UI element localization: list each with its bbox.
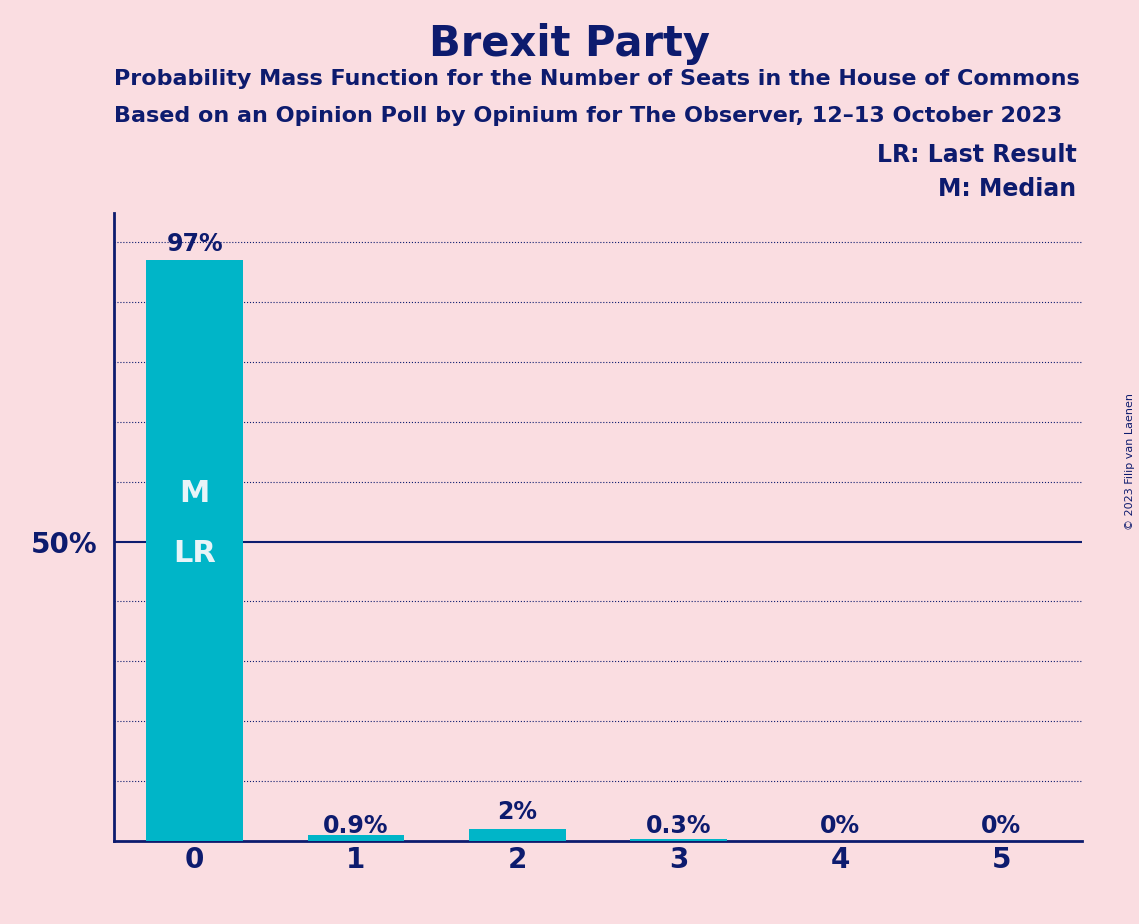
Bar xyxy=(630,839,727,841)
Bar xyxy=(469,829,566,841)
Text: Probability Mass Function for the Number of Seats in the House of Commons: Probability Mass Function for the Number… xyxy=(114,69,1080,90)
Text: 2%: 2% xyxy=(498,800,538,824)
Text: 0.9%: 0.9% xyxy=(323,814,388,838)
Text: Brexit Party: Brexit Party xyxy=(429,23,710,65)
Bar xyxy=(308,835,404,841)
Text: M: Median: M: Median xyxy=(939,177,1076,201)
Text: 0%: 0% xyxy=(982,814,1022,838)
Text: 0.3%: 0.3% xyxy=(646,814,712,838)
Text: © 2023 Filip van Laenen: © 2023 Filip van Laenen xyxy=(1125,394,1134,530)
Text: LR: Last Result: LR: Last Result xyxy=(877,143,1076,167)
Bar xyxy=(146,261,243,841)
Text: LR: LR xyxy=(173,539,216,568)
Text: 0%: 0% xyxy=(820,814,860,838)
Text: M: M xyxy=(179,480,210,508)
Text: 97%: 97% xyxy=(166,232,223,256)
Text: Based on an Opinion Poll by Opinium for The Observer, 12–13 October 2023: Based on an Opinion Poll by Opinium for … xyxy=(114,106,1063,127)
